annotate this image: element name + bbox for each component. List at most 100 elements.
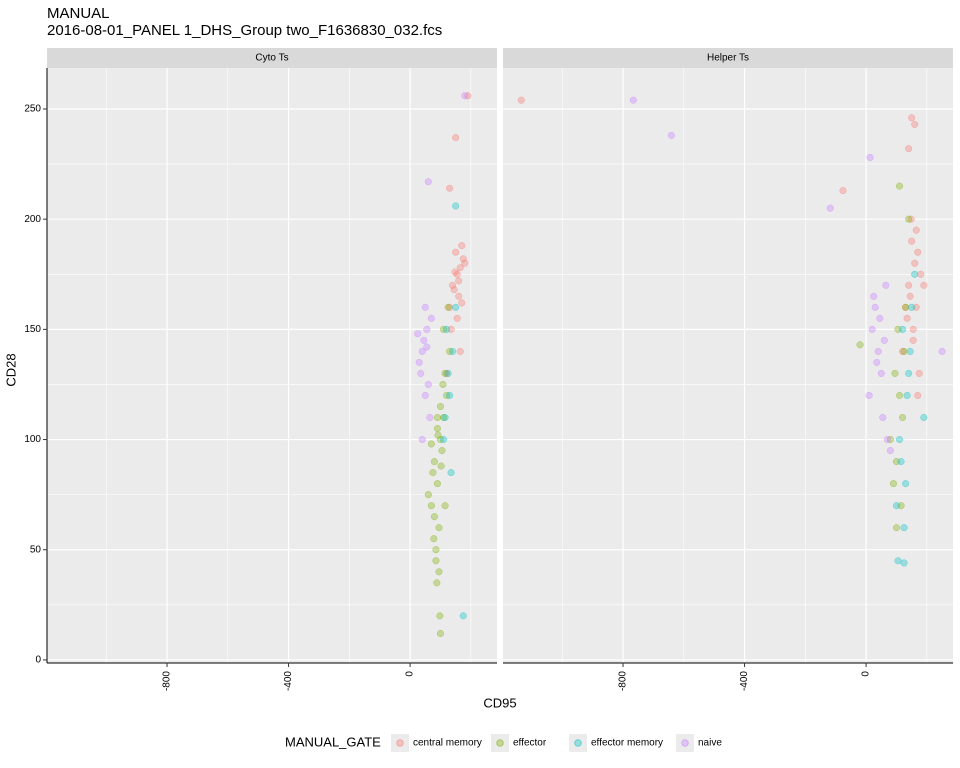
point: [436, 612, 444, 620]
point: [420, 336, 428, 344]
point: [449, 347, 457, 355]
legend-key: [569, 734, 587, 752]
legend-label: central memory: [413, 738, 482, 749]
point: [880, 336, 888, 344]
point: [911, 270, 919, 278]
point: [891, 369, 899, 377]
point: [900, 559, 908, 567]
point: [895, 182, 904, 190]
point: [879, 413, 887, 422]
point: [908, 303, 916, 311]
point: [905, 369, 913, 377]
point: [433, 413, 441, 422]
point: [917, 270, 925, 278]
point: [903, 314, 911, 322]
point: [886, 447, 894, 455]
x-tick-label: 0: [405, 671, 416, 677]
legend-label: naive: [698, 738, 722, 749]
point: [437, 462, 445, 470]
legend-marker: [681, 739, 689, 747]
panel-background: [47, 68, 497, 663]
point: [450, 286, 458, 294]
point: [826, 204, 834, 212]
point: [874, 347, 882, 355]
panel-background: [503, 68, 953, 663]
y-tick-label: 50: [30, 544, 42, 555]
point: [439, 380, 447, 389]
point: [426, 413, 434, 422]
point: [905, 145, 913, 153]
point: [432, 546, 440, 554]
point: [430, 513, 438, 521]
point: [889, 480, 897, 488]
x-axis-label: CD95: [483, 695, 516, 710]
point: [461, 259, 469, 267]
legend-label: effector memory: [591, 738, 663, 749]
point: [903, 391, 911, 400]
point: [629, 96, 637, 104]
point: [441, 369, 449, 377]
strip: [47, 48, 497, 68]
point: [443, 391, 451, 400]
point: [902, 303, 910, 311]
point: [886, 435, 894, 444]
point: [906, 347, 914, 355]
y-tick-label: 250: [24, 104, 41, 115]
chart-subtitle: 2016-08-01_PANEL 1_DHS_Group two_F163683…: [47, 22, 442, 39]
point: [441, 502, 449, 510]
point: [438, 447, 446, 455]
point: [870, 292, 878, 300]
point: [892, 524, 901, 532]
point: [906, 292, 914, 300]
point: [415, 358, 423, 366]
point: [441, 413, 449, 422]
point: [899, 325, 907, 333]
point: [449, 281, 457, 289]
point: [452, 303, 460, 311]
point: [839, 186, 847, 195]
x-tick-label: -400: [739, 671, 750, 691]
point: [883, 435, 891, 444]
point: [868, 325, 876, 333]
point: [876, 314, 884, 322]
x-tick-label: -400: [283, 671, 294, 691]
point: [899, 413, 907, 422]
legend-label: effector: [513, 738, 547, 749]
point: [439, 435, 448, 444]
point: [856, 341, 864, 349]
point: [436, 629, 445, 638]
point: [435, 524, 443, 532]
point: [429, 469, 437, 477]
point: [421, 391, 429, 400]
point: [446, 391, 454, 400]
point: [456, 264, 464, 272]
point: [447, 469, 455, 477]
point: [895, 435, 904, 444]
point: [417, 369, 425, 377]
point: [920, 281, 928, 289]
legend-marker: [574, 739, 582, 747]
point: [911, 259, 919, 267]
point: [464, 92, 472, 100]
point: [938, 347, 946, 355]
point: [461, 92, 469, 100]
point: [455, 292, 463, 300]
point: [424, 178, 432, 186]
x-tick-label: -800: [618, 671, 629, 691]
point: [427, 440, 435, 448]
point: [458, 299, 466, 307]
point: [900, 347, 908, 355]
point: [452, 248, 460, 256]
y-axis-label: CD28: [3, 353, 18, 386]
point: [667, 131, 675, 139]
point: [517, 96, 525, 104]
point: [920, 413, 928, 422]
point: [900, 524, 908, 532]
point: [418, 347, 426, 355]
point: [453, 270, 461, 278]
point: [424, 491, 432, 499]
chart-title: MANUAL: [47, 5, 110, 22]
point: [439, 413, 448, 422]
point: [446, 184, 454, 192]
